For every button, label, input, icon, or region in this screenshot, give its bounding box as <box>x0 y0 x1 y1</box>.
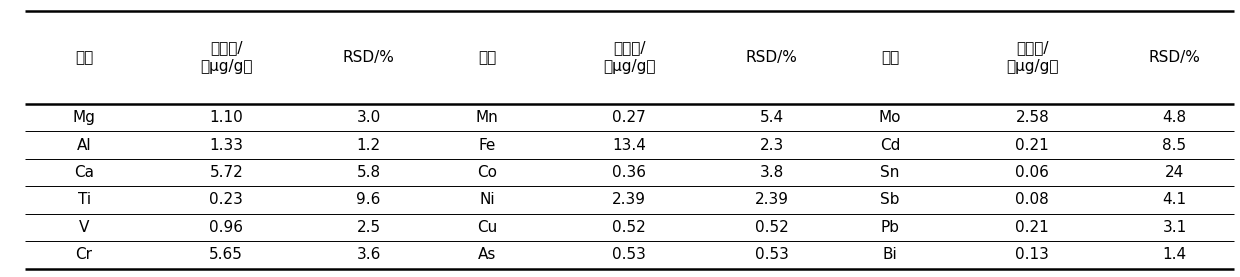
Text: 1.10: 1.10 <box>210 110 243 125</box>
Text: 0.23: 0.23 <box>210 193 243 207</box>
Text: 3.8: 3.8 <box>759 165 784 180</box>
Text: Mg: Mg <box>73 110 95 125</box>
Text: 0.53: 0.53 <box>613 247 646 262</box>
Text: 4.8: 4.8 <box>1162 110 1187 125</box>
Text: 0.08: 0.08 <box>1016 193 1049 207</box>
Text: 测定值/
（μg/g）: 测定值/ （μg/g） <box>1006 41 1059 74</box>
Text: Mo: Mo <box>879 110 901 125</box>
Text: 2.39: 2.39 <box>613 193 646 207</box>
Text: As: As <box>477 247 496 262</box>
Text: V: V <box>79 220 89 235</box>
Text: RSD/%: RSD/% <box>342 50 394 65</box>
Text: RSD/%: RSD/% <box>1148 50 1200 65</box>
Text: 0.21: 0.21 <box>1016 138 1049 153</box>
Text: 3.0: 3.0 <box>356 110 381 125</box>
Text: Sb: Sb <box>880 193 900 207</box>
Text: 5.65: 5.65 <box>210 247 243 262</box>
Text: 24: 24 <box>1164 165 1184 180</box>
Text: Ti: Ti <box>78 193 91 207</box>
Text: 元素: 元素 <box>880 50 899 65</box>
Text: 2.58: 2.58 <box>1016 110 1049 125</box>
Text: 3.6: 3.6 <box>356 247 381 262</box>
Text: 4.1: 4.1 <box>1162 193 1187 207</box>
Text: RSD/%: RSD/% <box>745 50 797 65</box>
Text: 0.21: 0.21 <box>1016 220 1049 235</box>
Text: 9.6: 9.6 <box>356 193 381 207</box>
Text: Cr: Cr <box>76 247 93 262</box>
Text: Co: Co <box>477 165 497 180</box>
Text: Cu: Cu <box>477 220 497 235</box>
Text: 0.13: 0.13 <box>1016 247 1049 262</box>
Text: 5.72: 5.72 <box>210 165 243 180</box>
Text: 1.2: 1.2 <box>356 138 381 153</box>
Text: 2.39: 2.39 <box>754 193 789 207</box>
Text: 0.36: 0.36 <box>613 165 646 180</box>
Text: 8.5: 8.5 <box>1162 138 1187 153</box>
Text: 0.53: 0.53 <box>755 247 789 262</box>
Text: 0.06: 0.06 <box>1016 165 1049 180</box>
Text: 0.52: 0.52 <box>755 220 789 235</box>
Text: Fe: Fe <box>479 138 496 153</box>
Text: 元素: 元素 <box>477 50 496 65</box>
Text: 平均值/
（μg/g）: 平均值/ （μg/g） <box>603 41 656 74</box>
Text: Mn: Mn <box>476 110 498 125</box>
Text: Pb: Pb <box>880 220 899 235</box>
Text: 3.1: 3.1 <box>1162 220 1187 235</box>
Text: 1.33: 1.33 <box>210 138 243 153</box>
Text: 平均值/
（μg/g）: 平均值/ （μg/g） <box>200 41 253 74</box>
Text: Ca: Ca <box>74 165 94 180</box>
Text: 元素: 元素 <box>74 50 93 65</box>
Text: 0.27: 0.27 <box>613 110 646 125</box>
Text: 0.52: 0.52 <box>613 220 646 235</box>
Text: 5.8: 5.8 <box>356 165 381 180</box>
Text: 13.4: 13.4 <box>613 138 646 153</box>
Text: Al: Al <box>77 138 92 153</box>
Text: 1.4: 1.4 <box>1162 247 1187 262</box>
Text: Ni: Ni <box>479 193 495 207</box>
Text: 5.4: 5.4 <box>759 110 784 125</box>
Text: 2.5: 2.5 <box>356 220 381 235</box>
Text: 0.96: 0.96 <box>210 220 243 235</box>
Text: Sn: Sn <box>880 165 900 180</box>
Text: 2.3: 2.3 <box>759 138 784 153</box>
Text: Cd: Cd <box>880 138 900 153</box>
Text: Bi: Bi <box>883 247 898 262</box>
